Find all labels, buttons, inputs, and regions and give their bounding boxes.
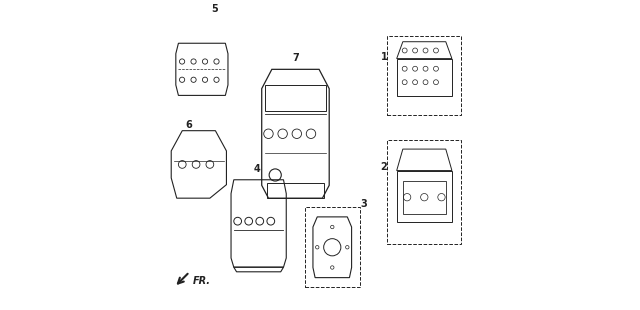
Bar — [305, 207, 360, 287]
Bar — [267, 183, 324, 198]
Bar — [265, 85, 326, 111]
Text: FR.: FR. — [193, 276, 211, 286]
Bar — [403, 181, 446, 214]
Text: 1: 1 — [381, 52, 387, 62]
Text: 6: 6 — [185, 120, 192, 130]
Bar — [387, 140, 461, 244]
Bar — [387, 36, 461, 115]
Text: 4: 4 — [253, 164, 260, 174]
Text: 7: 7 — [292, 53, 299, 63]
Text: 3: 3 — [360, 199, 367, 209]
Text: 5: 5 — [211, 4, 218, 14]
Text: 2: 2 — [381, 162, 387, 172]
